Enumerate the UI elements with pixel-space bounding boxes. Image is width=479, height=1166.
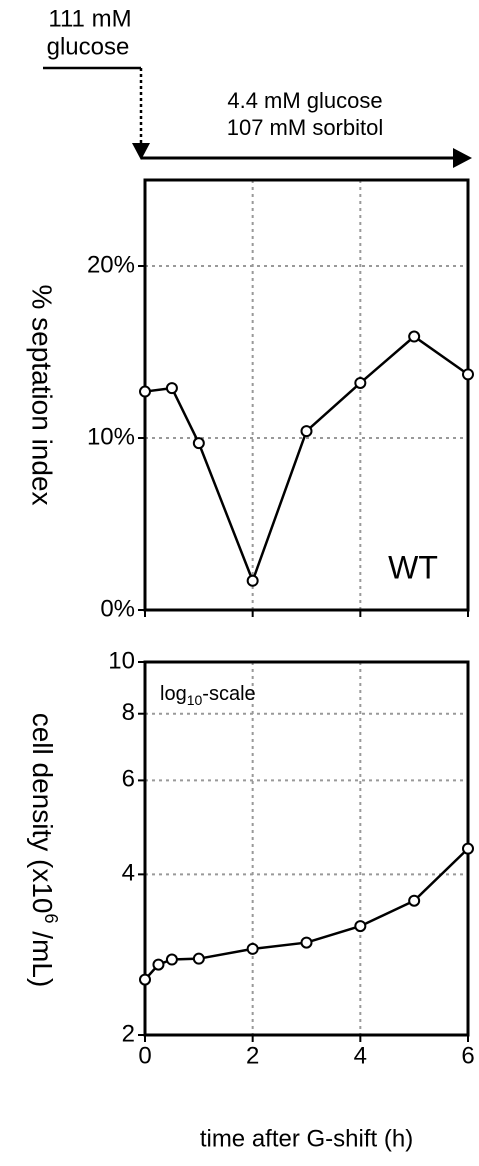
y-tick-label: 8 (122, 699, 135, 726)
data-point (408, 330, 421, 343)
x-tick-label: 4 (354, 1042, 367, 1069)
data-point (300, 936, 313, 949)
annotation: 4.4 mM glucose (227, 88, 382, 113)
data-point (165, 382, 178, 395)
annotation: 111 mM (48, 5, 131, 32)
y-axis-label-part: cell density (x10 (27, 713, 58, 914)
data-point (139, 973, 151, 986)
data-point (192, 437, 205, 450)
y-tick-label: 2 (122, 1020, 135, 1047)
annotation-part: log (160, 683, 187, 705)
x-tick-label: 0 (138, 1042, 151, 1069)
data-point (354, 920, 367, 933)
y-axis-label-part: 6 (41, 913, 61, 923)
plot-frame (143, 178, 470, 612)
data-point (139, 385, 151, 398)
data-point (408, 894, 421, 907)
plot-frame (143, 660, 470, 1037)
shift-diagram (43, 66, 472, 168)
data-point (152, 958, 165, 971)
annotation: log10-scale (160, 683, 256, 707)
y-axis-label: % septation index (27, 284, 58, 505)
y-tick-label: 6 (122, 766, 135, 793)
annotation: 107 mM sorbitol (227, 115, 384, 140)
x-tick-label: 2 (246, 1042, 259, 1069)
y-axis-label: cell density (x106 /mL) (27, 713, 62, 988)
data-point (246, 942, 259, 955)
post-shift-arrowhead (453, 148, 472, 168)
annotation: glucose (47, 33, 130, 60)
annotation-part: -scale (202, 683, 255, 705)
data-point (462, 842, 474, 855)
data-point (165, 953, 178, 966)
x-tick-label: 6 (461, 1042, 474, 1069)
y-tick-label: 10 (108, 647, 135, 674)
x-axis-label: time after G-shift (h) (200, 1125, 413, 1152)
y-tick-label: 4 (122, 860, 135, 887)
y-tick-label: 0% (100, 595, 135, 622)
y-tick-label: 20% (87, 251, 135, 278)
data-point (354, 376, 367, 389)
annotation-part: 10 (187, 692, 203, 708)
shift-arrowhead (132, 143, 150, 160)
data-point (192, 952, 205, 965)
data-point (462, 368, 474, 381)
data-point (300, 425, 313, 438)
data-line (144, 334, 469, 585)
y-axis-label-part: /mL) (27, 924, 58, 988)
annotation: WT (388, 549, 438, 585)
data-point (246, 574, 259, 587)
y-tick-label: 10% (87, 423, 135, 450)
